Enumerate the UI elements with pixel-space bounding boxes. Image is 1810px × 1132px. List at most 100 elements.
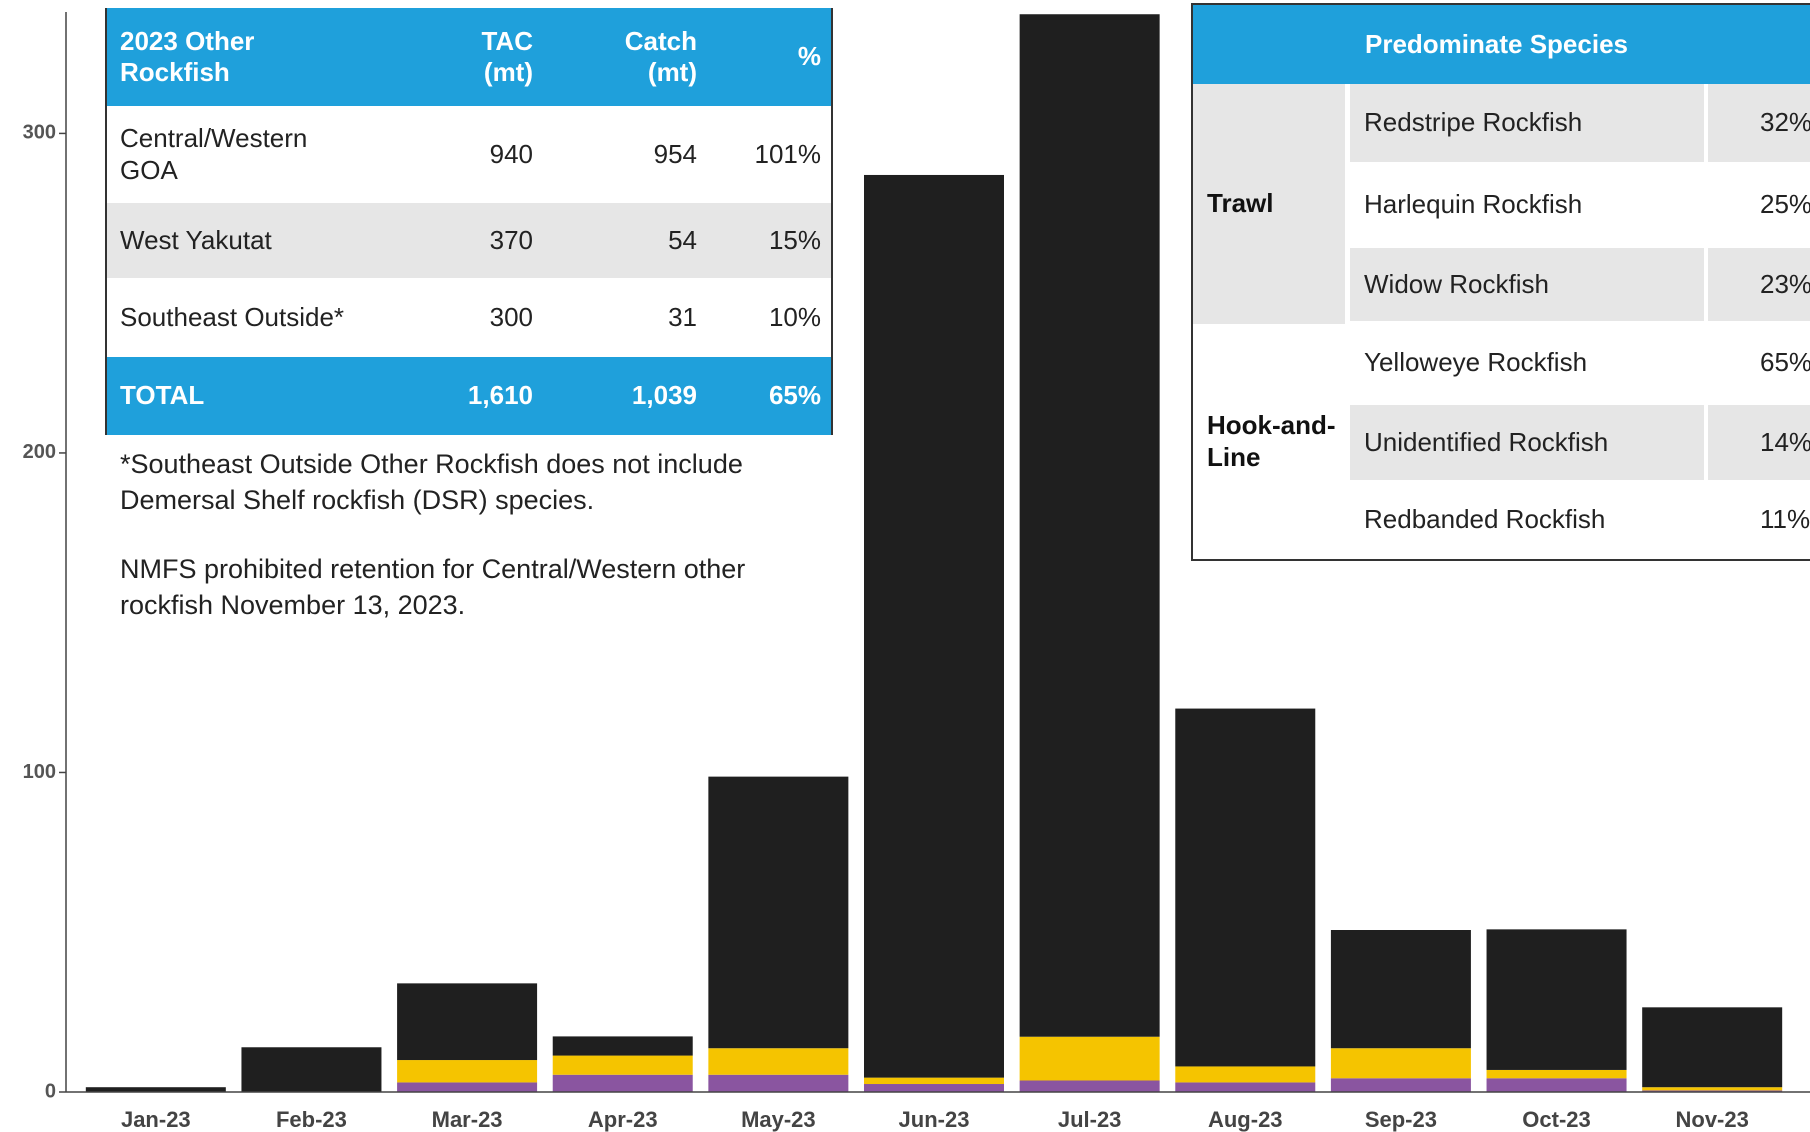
bar-segment [708,1048,849,1075]
bar-segment [552,1074,693,1092]
gear-cell-text: Hook-and-Line [1207,410,1336,472]
species-cell: Widow Rockfish [1350,248,1704,321]
bar-segment [1175,1082,1316,1092]
table-cell-text: % [797,41,821,72]
share-cell-text: 32% [1760,107,1810,138]
species-cell-text: Harlequin Rockfish [1364,189,1583,220]
x-tick-label: Aug-23 [1208,1107,1283,1132]
table-cell: TAC (mt) [453,8,533,106]
table-cell: West Yakutat [120,203,350,278]
table-cell: 2023 Other Rockfish [120,8,350,106]
bar-segment [1175,708,1316,1067]
table-cell-text: 940 [489,138,533,169]
species-cell: Unidentified Rockfish [1350,405,1704,480]
table-cell-text: Catch (mt) [624,25,697,87]
x-tick-label: Jun-23 [899,1107,970,1132]
x-tick-label: Mar-23 [432,1107,503,1132]
x-tick-label: Jan-23 [121,1107,191,1132]
bar-segment [1175,1066,1316,1083]
bar-segment [241,1047,382,1092]
species-cell: Harlequin Rockfish [1350,165,1704,245]
bar-segment [1642,1090,1783,1092]
bar-segment [1642,1087,1783,1091]
note: *Southeast Outside Other Rockfish does n… [120,446,820,518]
share-cell: 32% [1708,84,1810,162]
bar-segment [864,1077,1004,1085]
table-cell-text: West Yakutat [120,224,272,255]
table-cell-text: 101% [754,138,822,169]
bar-segment [1642,1007,1783,1088]
bar-segment [864,1084,1004,1092]
table-cell: 31 [600,278,697,357]
y-tick-label: 100 [23,761,56,783]
table-cell-text: TOTAL [120,380,205,411]
table-cell-text: 15% [768,224,821,255]
table-cell: 65% [740,357,821,435]
bar-segment [552,1036,693,1056]
table-cell: TOTAL [120,357,350,435]
share-cell: 65% [1708,324,1810,402]
y-tick-label: 300 [23,122,56,144]
species-cell: Redstripe Rockfish [1350,84,1704,162]
table-cell-text: 370 [489,224,533,255]
bar-segment [1330,1048,1471,1079]
table-cell-text: 65% [768,380,821,411]
gear-cell: Hook-and-Line [1193,324,1345,559]
bar-segment [85,1087,226,1092]
bar-segment [1019,1036,1160,1081]
bar-segment [1019,1080,1160,1092]
share-cell-text: 23% [1760,268,1810,299]
share-cell-text: 14% [1760,426,1810,457]
species-cell-text: Yelloweye Rockfish [1364,347,1588,378]
table-cell: 1,039 [600,357,697,435]
note-text: *Southeast Outside Other Rockfish does n… [120,449,743,515]
table-cell-text: 1,039 [631,380,697,411]
note: NMFS prohibited retention for Central/We… [120,551,820,623]
table-cell: 54 [600,203,697,278]
bar-segment [1486,929,1627,1070]
y-tick-label: 200 [23,441,56,463]
table-cell: Central/Western GOA [120,106,350,203]
species-cell: Redbanded Rockfish [1350,483,1704,556]
species-cell-text: Widow Rockfish [1364,268,1549,299]
bar-segment [1019,14,1160,1037]
table-row [107,357,831,435]
x-tick-label: Jul-23 [1058,1107,1122,1132]
table-cell-text: 300 [489,301,533,332]
share-cell: 11% [1708,483,1810,556]
bar-segment [1330,930,1471,1049]
share-cell-text: 11% [1760,503,1810,534]
table-cell-text: Central/Western GOA [120,123,308,185]
share-cell: 14% [1708,405,1810,480]
species-cell-text: Redbanded Rockfish [1364,503,1606,534]
bar-segment [1486,1078,1627,1092]
table-cell: % [740,8,821,106]
bar-segment [552,1055,693,1075]
table-row [107,278,831,357]
x-tick-label: Oct-23 [1522,1107,1590,1132]
table-header: Predominate Species [1193,5,1810,84]
bar-segment [397,1060,538,1083]
bar-segment [708,1074,849,1092]
table-cell-text: TAC (mt) [481,25,533,87]
table-cell: 954 [600,106,697,203]
table-cell: 15% [740,203,821,278]
bar-segment [708,776,849,1049]
share-cell: 23% [1708,248,1810,321]
share-cell-text: 65% [1760,347,1810,378]
x-tick-label: Apr-23 [588,1107,658,1132]
table-cell-text: 1,610 [467,380,533,411]
table-header-text: Predominate Species [1365,28,1628,59]
table-row [107,203,831,278]
table-cell-text: 2023 Other Rockfish [120,25,255,87]
table-cell: 101% [740,106,822,203]
bar-segment [1486,1069,1627,1079]
table-cell-text: 31 [668,301,697,332]
note-text: NMFS prohibited retention for Central/We… [120,554,746,620]
table-cell-text: 10% [768,301,821,332]
species-cell-text: Unidentified Rockfish [1364,426,1609,457]
x-tick-label: Nov-23 [1676,1107,1749,1132]
species-cell: Yelloweye Rockfish [1350,324,1704,402]
